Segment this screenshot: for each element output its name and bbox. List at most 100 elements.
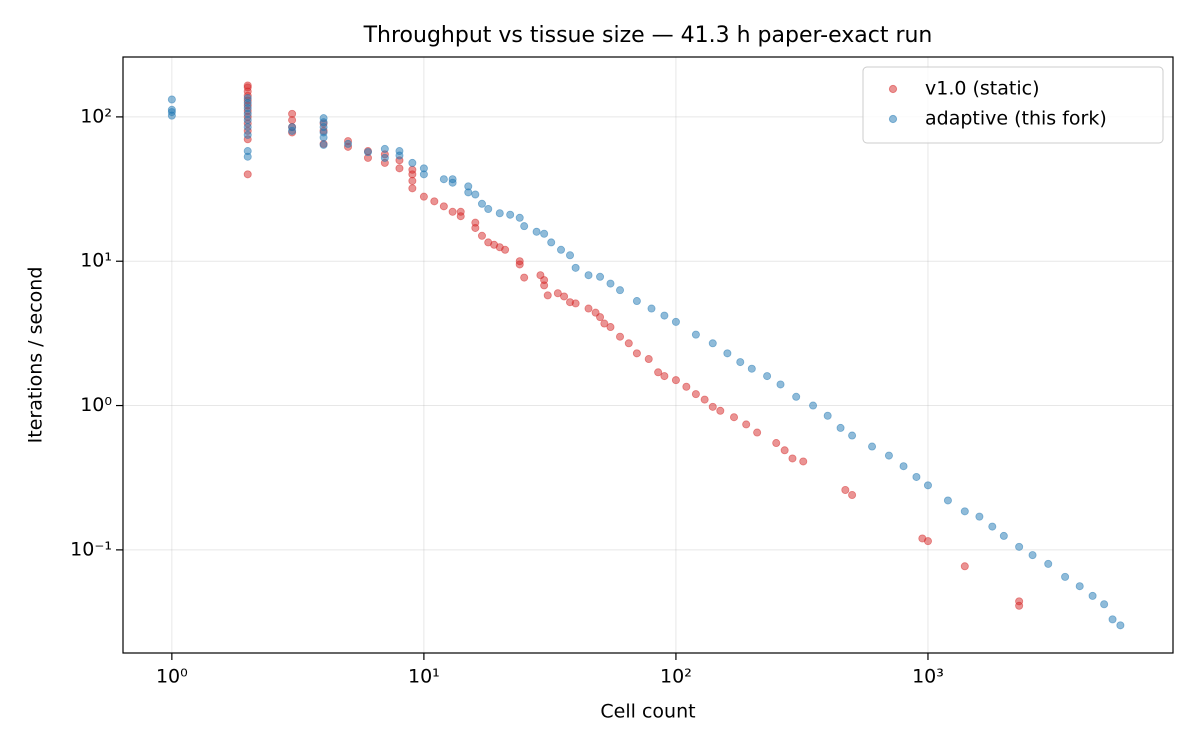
- y-axis-label: Iterations / second: [25, 267, 47, 444]
- point: [753, 428, 762, 437]
- point: [596, 272, 605, 281]
- point: [319, 114, 328, 123]
- point: [243, 130, 252, 139]
- point: [975, 512, 984, 521]
- point: [660, 372, 669, 381]
- point: [501, 245, 510, 254]
- point: [571, 263, 580, 272]
- point: [471, 218, 480, 227]
- point: [1075, 582, 1084, 591]
- point: [1116, 621, 1125, 630]
- point: [395, 147, 404, 156]
- point: [506, 210, 515, 219]
- point: [836, 423, 845, 432]
- chart-title: Throughput vs tissue size — 41.3 h paper…: [363, 23, 933, 48]
- point: [708, 402, 717, 411]
- point: [477, 231, 486, 240]
- point: [899, 462, 908, 471]
- point: [999, 531, 1008, 540]
- point: [723, 349, 732, 358]
- point: [448, 175, 457, 184]
- point: [923, 537, 932, 546]
- point: [1044, 559, 1053, 568]
- point: [671, 317, 680, 326]
- point: [560, 292, 569, 301]
- legend-marker: [888, 84, 898, 94]
- legend-box: [862, 66, 1164, 144]
- point: [380, 153, 389, 162]
- x-tick-label: 10⁰: [156, 666, 188, 688]
- point: [682, 382, 691, 391]
- point: [408, 184, 417, 193]
- x-axis-label: Cell count: [600, 701, 695, 723]
- point: [471, 190, 480, 199]
- point: [654, 368, 663, 377]
- point: [243, 123, 252, 132]
- point: [988, 522, 997, 531]
- point: [571, 299, 580, 308]
- point: [419, 164, 428, 173]
- point: [448, 207, 457, 216]
- point: [464, 182, 473, 191]
- point: [923, 481, 932, 490]
- point: [730, 413, 739, 422]
- legend-marker: [888, 114, 898, 124]
- point: [553, 289, 562, 298]
- point: [809, 401, 818, 410]
- point: [736, 358, 745, 367]
- point: [408, 158, 417, 167]
- plot-frame: [122, 56, 1174, 654]
- point: [960, 562, 969, 571]
- point: [912, 472, 921, 481]
- point: [763, 372, 772, 381]
- point: [1015, 597, 1024, 606]
- point: [543, 291, 552, 300]
- x-tick-label: 10¹: [408, 666, 440, 688]
- point: [380, 144, 389, 153]
- point: [799, 457, 808, 466]
- point: [1061, 572, 1070, 581]
- point: [848, 491, 857, 500]
- point: [708, 339, 717, 348]
- point: [167, 105, 176, 114]
- point: [780, 446, 789, 455]
- point: [716, 406, 725, 415]
- point: [439, 202, 448, 211]
- point: [1108, 615, 1117, 624]
- point: [960, 507, 969, 516]
- point: [243, 170, 252, 179]
- point: [742, 420, 751, 429]
- point: [566, 251, 575, 260]
- point: [1100, 600, 1109, 609]
- point: [823, 411, 832, 420]
- point: [632, 297, 641, 306]
- legend-label: adaptive (this fork): [925, 108, 1107, 130]
- point: [520, 273, 529, 282]
- legend-label: v1.0 (static): [925, 78, 1040, 100]
- y-tick-label: 10⁰: [80, 394, 112, 416]
- point: [540, 229, 549, 238]
- point: [319, 140, 328, 149]
- point: [691, 330, 700, 339]
- point: [691, 390, 700, 399]
- point: [532, 227, 541, 236]
- x-tick-label: 10³: [912, 666, 944, 688]
- point: [477, 199, 486, 208]
- point: [584, 271, 593, 280]
- point: [243, 94, 252, 103]
- point: [1088, 591, 1097, 600]
- point: [495, 209, 504, 218]
- point: [671, 376, 680, 385]
- point: [484, 205, 493, 214]
- y-tick-label: 10¹: [80, 250, 112, 272]
- point: [647, 304, 656, 313]
- point: [456, 207, 465, 216]
- point: [943, 496, 952, 505]
- point: [700, 395, 709, 404]
- point: [868, 442, 877, 451]
- point: [430, 197, 439, 206]
- point: [167, 95, 176, 104]
- point: [395, 164, 404, 173]
- point: [624, 339, 633, 348]
